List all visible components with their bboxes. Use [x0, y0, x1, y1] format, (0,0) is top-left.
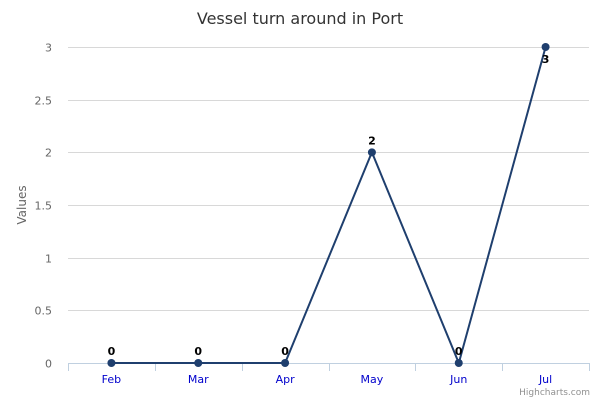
data-labels: 0 0 0 2 0 3	[108, 53, 550, 358]
y-tick-label: 0	[45, 358, 52, 371]
x-tick-label: Feb	[102, 373, 121, 386]
series-line	[110, 46, 547, 364]
y-tick-label: 3	[45, 42, 52, 55]
y-tick-label: 2.5	[35, 95, 53, 108]
gridlines	[68, 47, 589, 364]
data-label: 0	[194, 345, 202, 358]
y-tick-label: 2	[45, 147, 52, 160]
y-tick-label: 1.5	[35, 200, 53, 213]
y-tick-label: 0.5	[35, 305, 53, 318]
data-label: 0	[281, 345, 289, 358]
data-label: 0	[455, 345, 463, 358]
data-label: 0	[108, 345, 116, 358]
x-tick-label: Jun	[449, 373, 467, 386]
x-tick-label: Apr	[276, 373, 296, 386]
data-label: 2	[368, 134, 376, 147]
data-point-marker	[107, 359, 116, 367]
x-tick-label: May	[361, 373, 384, 386]
data-point-marker	[454, 359, 463, 367]
chart-title: Vessel turn around in Port	[197, 9, 403, 28]
data-point-marker	[541, 43, 550, 51]
x-axis: Feb Mar Apr May Jun Jul	[68, 363, 590, 386]
data-point-marker	[367, 148, 376, 157]
x-tick-label: Jul	[538, 373, 552, 386]
credits-link[interactable]: Highcharts.com	[519, 388, 590, 398]
y-axis-ticks: 0 0.5 1 1.5 2 2.5 3	[35, 42, 53, 371]
data-point-marker	[194, 359, 203, 367]
x-tick-label: Mar	[188, 373, 209, 386]
data-point-marker	[281, 359, 290, 367]
data-label: 3	[542, 53, 550, 66]
series-layer	[107, 43, 550, 367]
y-axis-title: Values	[15, 185, 29, 224]
y-tick-label: 1	[45, 253, 52, 266]
